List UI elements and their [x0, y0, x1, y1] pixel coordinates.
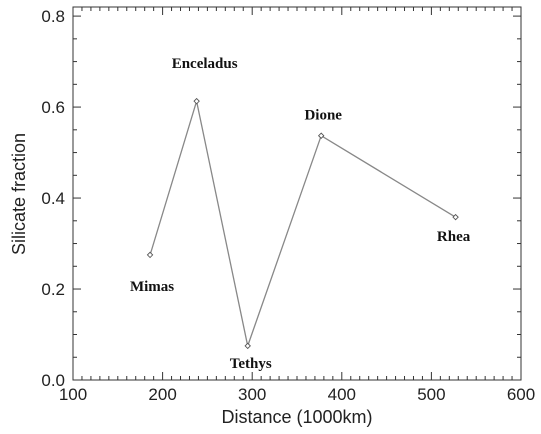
y-tick-label: 0.4 — [41, 189, 65, 208]
data-markers — [146, 97, 459, 350]
major-ticks — [72, 7, 522, 381]
x-tick-label: 300 — [238, 385, 266, 404]
y-axis-title: Silicate fraction — [9, 133, 29, 255]
x-tick-label: 500 — [417, 385, 445, 404]
series-line — [149, 101, 456, 349]
x-axis-title: Distance (1000km) — [221, 407, 372, 427]
x-tick-label: 400 — [328, 385, 356, 404]
point-label-mimas: Mimas — [130, 279, 174, 295]
y-tick-label: 0.6 — [41, 98, 65, 117]
y-tick-labels: 0.0 0.2 0.4 0.6 0.8 — [41, 7, 65, 390]
y-tick-label: 0.8 — [41, 7, 65, 26]
data-point-tethys — [244, 342, 251, 350]
y-tick-label: 0.2 — [41, 280, 65, 299]
y-tick-label: 0.0 — [41, 371, 65, 390]
point-label-dione: Dione — [304, 108, 342, 124]
minor-ticks — [73, 7, 521, 380]
data-point-dione — [317, 132, 325, 139]
point-label-enceladus: Enceladus — [172, 56, 238, 72]
point-labels: Mimas Enceladus Tethys Dione Rhea — [130, 56, 471, 372]
x-tick-labels: 100 200 300 400 500 600 — [59, 385, 535, 404]
point-label-tethys: Tethys — [230, 356, 272, 372]
data-point-rhea — [452, 213, 459, 221]
data-point-mimas — [146, 251, 154, 259]
x-tick-label: 100 — [59, 385, 87, 404]
point-label-rhea: Rhea — [437, 229, 471, 245]
x-tick-label: 200 — [148, 385, 176, 404]
x-tick-label: 600 — [507, 385, 535, 404]
data-point-enceladus — [193, 97, 200, 105]
plot-frame — [72, 6, 522, 381]
